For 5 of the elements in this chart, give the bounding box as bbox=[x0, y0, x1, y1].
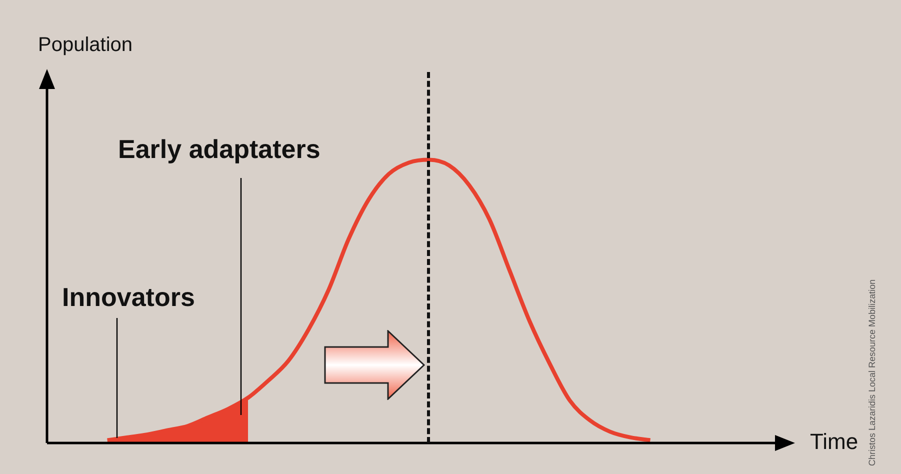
text: Population bbox=[38, 34, 133, 56]
annotation: Early adaptaters bbox=[118, 134, 320, 164]
text: Christos Lazaridis Local Resource Mobilization bbox=[867, 279, 878, 466]
annotation: Innovators bbox=[62, 282, 195, 312]
x-axis-title: Time bbox=[810, 429, 858, 455]
